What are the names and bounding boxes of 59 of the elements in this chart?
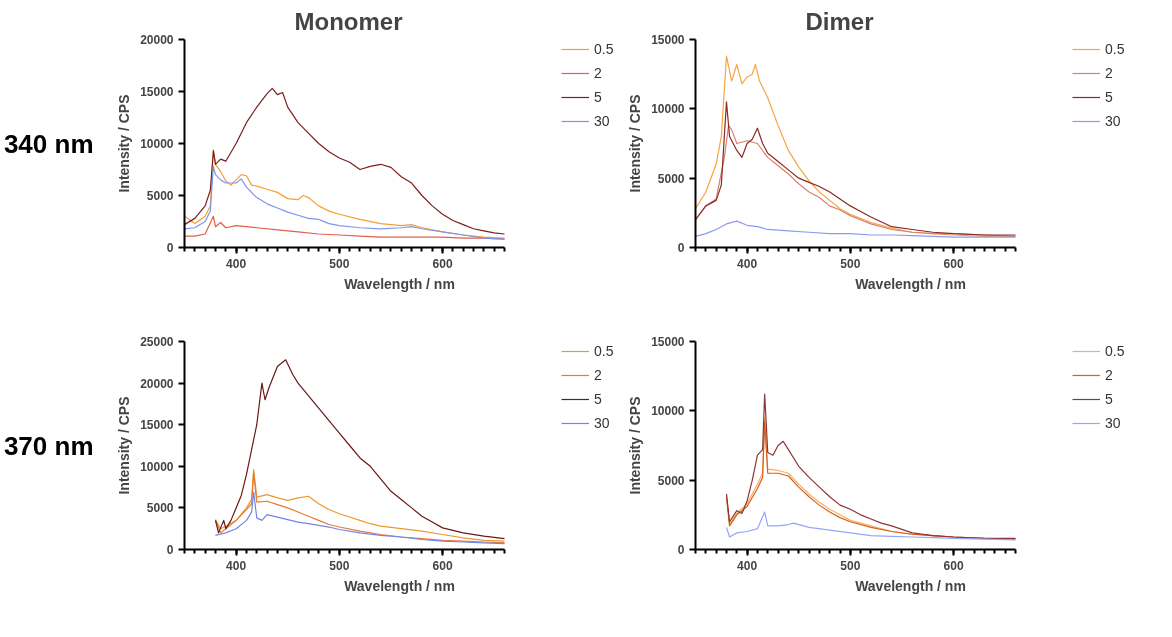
x-tick-label: 400: [737, 256, 758, 271]
chart-title: Dimer: [805, 7, 874, 35]
y-tick-label: 10000: [140, 137, 174, 151]
x-tick-label: 500: [840, 256, 861, 271]
y-tick-label: 15000: [651, 335, 685, 349]
x-tick-label: 400: [226, 558, 247, 573]
x-tick-label: 400: [226, 256, 247, 271]
y-tick-label: 0: [166, 543, 174, 557]
legend-label: 0.5: [1105, 343, 1125, 359]
x-tick-label: 500: [329, 558, 350, 573]
legend-label: 2: [594, 367, 603, 383]
legend-label: 30: [594, 113, 611, 129]
x-axis-title: Wavelength / nm: [855, 275, 966, 292]
y-axis-title: Intensity / CPS: [116, 396, 133, 495]
legend-label: 30: [594, 415, 611, 431]
y-axis-title: Intensity / CPS: [116, 94, 133, 193]
y-tick-label: 15000: [651, 33, 685, 47]
y-tick-label: 15000: [140, 85, 174, 99]
legend-label: 5: [1105, 391, 1114, 407]
y-tick-label: 20000: [140, 33, 174, 47]
legend-label: 5: [594, 391, 603, 407]
x-axis-title: Wavelength / nm: [344, 577, 455, 594]
x-axis-title: Wavelength / nm: [855, 577, 966, 594]
legend-label: 0.5: [1105, 41, 1125, 57]
legend-label: 2: [1105, 367, 1114, 383]
y-axis-title: Intensity / CPS: [627, 94, 644, 193]
legend-label: 2: [1105, 65, 1114, 81]
y-tick-label: 0: [166, 241, 174, 255]
x-tick-label: 600: [943, 558, 964, 573]
y-tick-label: 5000: [657, 473, 685, 488]
y-tick-label: 20000: [140, 376, 174, 391]
y-tick-label: 0: [677, 241, 685, 255]
legend-label: 5: [594, 89, 603, 105]
x-tick-label: 600: [943, 256, 964, 271]
y-tick-label: 5000: [146, 501, 174, 516]
y-tick-label: 0: [677, 543, 685, 557]
x-tick-label: 400: [737, 558, 758, 573]
y-tick-label: 5000: [146, 189, 174, 203]
y-tick-label: 5000: [657, 171, 685, 186]
x-tick-label: 600: [432, 558, 453, 573]
y-tick-label: 10000: [140, 459, 174, 474]
legend-label: 5: [1105, 89, 1114, 105]
legend-label: 30: [1105, 113, 1122, 129]
x-tick-label: 500: [840, 558, 861, 573]
legend-label: 0.5: [594, 41, 614, 57]
x-tick-label: 500: [329, 256, 350, 271]
y-tick-label: 10000: [651, 404, 685, 419]
text: 370 nm: [3, 430, 94, 461]
y-axis-title: Intensity / CPS: [627, 396, 644, 495]
text: 340 nm: [3, 128, 94, 159]
x-axis-title: Wavelength / nm: [344, 275, 455, 292]
legend-label: 2: [594, 65, 603, 81]
chart-title: Monomer: [294, 7, 403, 35]
y-tick-label: 25000: [140, 335, 174, 349]
x-tick-label: 600: [432, 256, 453, 271]
y-tick-label: 10000: [651, 102, 685, 117]
legend-label: 30: [1105, 415, 1122, 431]
y-tick-label: 15000: [140, 418, 174, 433]
legend-label: 0.5: [594, 343, 614, 359]
